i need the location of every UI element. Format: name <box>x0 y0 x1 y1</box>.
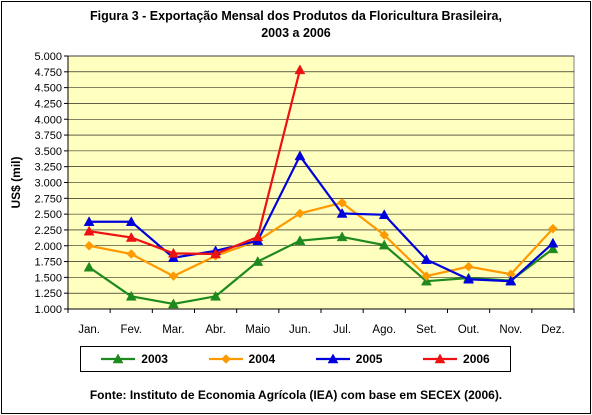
series-2006 <box>83 64 306 259</box>
data-point <box>547 237 559 248</box>
y-tick-label: 3.250 <box>34 162 62 174</box>
x-tick-label: Jan. <box>78 324 100 336</box>
data-point <box>378 239 390 250</box>
data-point <box>252 256 264 266</box>
legend-item: 2006 <box>423 352 490 366</box>
data-point <box>463 273 475 284</box>
y-tick-label: 5.000 <box>34 51 62 63</box>
data-point <box>84 240 94 251</box>
x-tick-label: Abr. <box>205 324 225 336</box>
legend-swatch <box>101 353 136 364</box>
chart-title-line-2: 2003 a 2006 <box>261 26 331 40</box>
source-note: Fonte: Instituto de Economia Agrícola (I… <box>89 388 503 402</box>
data-point <box>210 248 222 259</box>
data-point <box>379 230 390 240</box>
legend-marker <box>434 353 446 364</box>
data-point <box>463 261 474 272</box>
x-tick-label: Set. <box>416 324 436 336</box>
data-point <box>336 207 348 218</box>
x-tick-label: Out. <box>458 324 480 336</box>
legend-item: 2005 <box>315 352 383 366</box>
data-point <box>294 150 306 161</box>
y-tick-label: 3.500 <box>34 146 62 158</box>
y-tick-label: 1.750 <box>34 257 62 269</box>
data-point <box>167 298 179 309</box>
x-tick-label: Fev. <box>120 324 142 336</box>
y-tick-label: 3.750 <box>34 130 62 142</box>
data-point <box>126 249 137 259</box>
data-point <box>336 231 348 242</box>
y-tick-label: 4.250 <box>34 98 62 110</box>
x-tick-label: Nov. <box>499 324 522 336</box>
x-tick-label: Dez. <box>541 324 565 336</box>
data-point <box>547 243 559 254</box>
x-tick-label: Mar. <box>162 324 184 336</box>
chart-title-line-1: Figura 3 - Exportação Mensal dos Produto… <box>90 9 502 23</box>
y-tick-label: 1.250 <box>34 288 62 300</box>
y-tick-label: 4.500 <box>34 83 62 95</box>
x-tick-label: Maio <box>245 324 270 336</box>
data-point <box>210 290 222 301</box>
y-tick-label: 1.000 <box>34 304 62 316</box>
data-point <box>421 271 432 281</box>
y-tick-label: 1.500 <box>34 272 62 284</box>
legend-marker <box>327 353 339 364</box>
y-tick-label: 4.750 <box>34 67 62 79</box>
chart-title: Figura 3 - Exportação Mensal dos Produto… <box>0 8 592 42</box>
data-point <box>168 271 179 281</box>
series-line <box>88 201 554 278</box>
y-tick-label: 3.000 <box>34 178 62 190</box>
data-point <box>294 64 306 75</box>
data-point <box>337 197 347 208</box>
data-point <box>125 290 137 301</box>
data-point <box>252 231 264 242</box>
legend-item: 2004 <box>208 352 276 366</box>
data-point <box>378 209 390 220</box>
legend-label: 2005 <box>355 352 383 366</box>
legend-swatch <box>208 354 243 364</box>
legend-item: 2003 <box>101 352 168 366</box>
data-point <box>294 235 306 245</box>
legend-label: 2003 <box>141 352 168 366</box>
data-point <box>548 223 558 234</box>
data-point <box>295 208 305 219</box>
data-point <box>505 275 517 286</box>
data-point <box>83 225 95 236</box>
legend-label: 2004 <box>248 352 276 366</box>
legend: 2003 2004 2005 2006 <box>80 346 511 372</box>
series-line <box>88 69 301 256</box>
x-tick-label: Jun. <box>289 324 311 336</box>
data-point <box>83 261 95 272</box>
y-tick-label: 2.750 <box>34 193 62 205</box>
y-tick-label: 2.000 <box>34 241 62 253</box>
y-tick-label: 4.000 <box>34 114 62 126</box>
legend-label: 2006 <box>463 352 490 366</box>
data-point <box>125 216 137 226</box>
y-axis-label: US$ (mil) <box>9 156 23 208</box>
legend-swatch <box>315 353 350 364</box>
data-point <box>125 232 137 242</box>
data-point <box>420 254 432 264</box>
data-point <box>167 247 179 258</box>
y-tick-label: 2.500 <box>34 209 62 221</box>
legend-marker <box>112 353 124 364</box>
series-line <box>88 235 554 306</box>
legend-swatch <box>423 353 458 364</box>
x-tick-label: Jul. <box>333 324 351 336</box>
y-tick-label: 2.250 <box>34 225 62 237</box>
legend-marker <box>220 354 231 364</box>
x-tick-label: Ago. <box>372 324 396 336</box>
